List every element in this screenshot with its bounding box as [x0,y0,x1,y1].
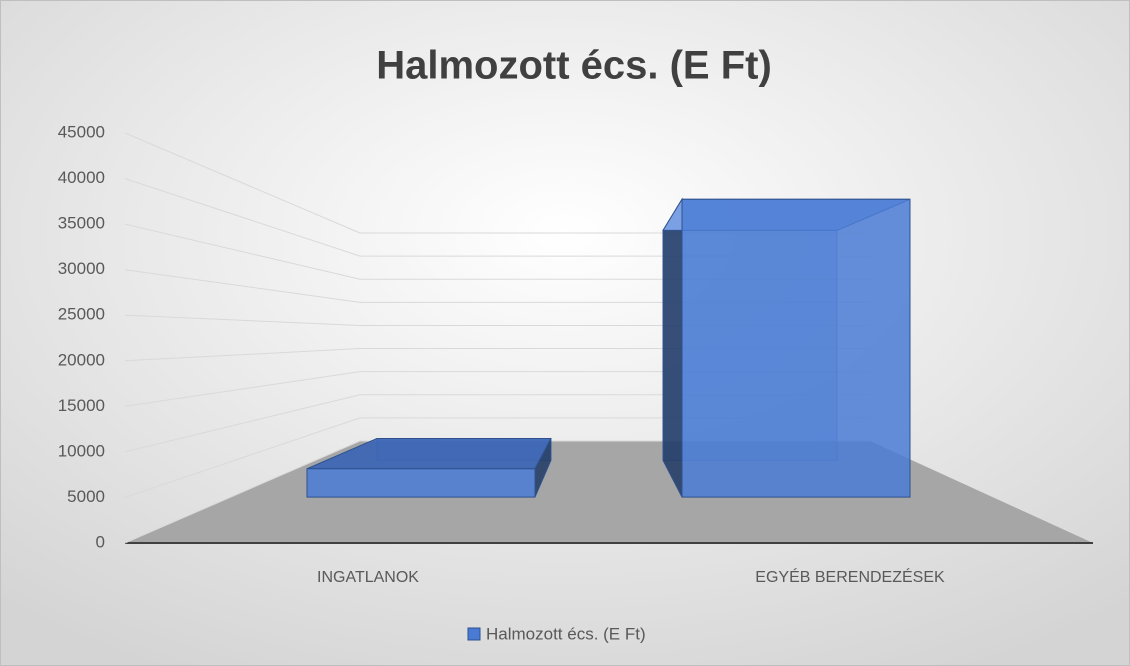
y-tick-label: 30000 [58,259,105,278]
grid-line [124,371,361,407]
x-tick-label: EGYÉB BERENDEZÉSEK [755,567,945,586]
legend-label: Halmozott écs. (E Ft) [486,624,646,643]
plot: 0 5000 10000 15000 20000 25000 30000 35000 40000… [58,122,945,586]
chart-title: Halmozott écs. (E Ft) [376,44,772,88]
grid-line [124,440,361,544]
bar [681,198,911,498]
bar [306,468,536,498]
bar-side [662,197,683,498]
y-tick-label: 5000 [67,487,105,506]
y-tick-label: 40000 [58,168,105,187]
y-tick-label: 10000 [58,441,105,460]
y-tick-label: 0 [96,532,105,551]
grid-line [124,417,361,498]
grid-line [124,394,361,453]
grid-line [124,223,361,280]
y-tick-label: 25000 [58,305,105,324]
grid-line [124,269,361,303]
legend-swatch [467,627,481,641]
grid-line [124,314,361,326]
y-tick-label: 15000 [58,396,105,415]
x-tick-label: INGATLANOK [317,569,419,586]
y-tick-label: 45000 [58,122,105,141]
grid-line [124,178,361,257]
grid-line [124,348,361,362]
grid-line [124,132,361,234]
y-tick-label: 20000 [58,350,105,369]
y-tick-label: 35000 [58,214,105,233]
